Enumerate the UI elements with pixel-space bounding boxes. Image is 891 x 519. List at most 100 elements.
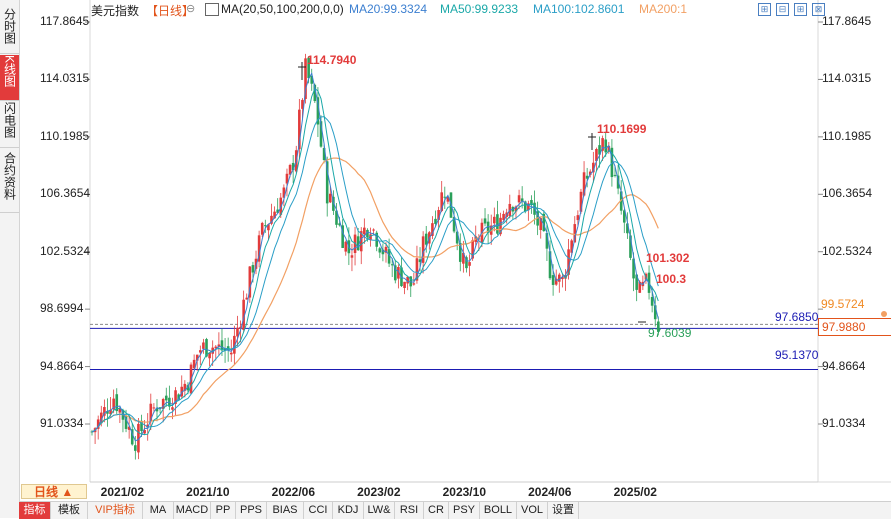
candle-body [437,210,440,220]
candle-body [650,296,654,306]
candle-body [598,145,601,155]
candle-body [99,412,103,424]
candle-body [205,339,208,357]
indicator-tab[interactable]: PPS [236,502,267,519]
candle-body [363,227,366,235]
indicator-tab[interactable]: BIAS [267,502,304,519]
y-tick-label-right: 114.0315 [822,71,872,86]
indicator-tab[interactable]: BOLL [480,502,517,519]
ma-price-tag: 99.5724 [821,297,865,311]
candle-body [431,223,434,236]
candle-body [561,276,564,280]
candle-body [112,398,115,410]
candle-body [393,265,397,281]
indicator-tab[interactable]: 模板 [51,502,88,519]
tab-kline-chart[interactable]: K线图 [0,55,19,101]
indicator-settings-icon[interactable] [205,3,219,16]
grid-plus-icon[interactable]: ⊞ [794,3,807,16]
y-tick-label-left: 98.6994 [40,301,84,316]
candle-body [298,109,301,150]
collapse-icon[interactable]: ⊖ [186,3,196,15]
candle-body [152,407,156,409]
candle-body [356,236,360,251]
ma20-value: MA20:99.3324 [349,2,428,16]
candle-body [421,236,425,263]
indicator-tab[interactable]: MACD [174,502,211,519]
y-tick-label-left: 94.8664 [40,358,84,373]
candle-body [387,249,391,264]
indicator-tab[interactable]: CCI [304,502,333,519]
period-indicator[interactable]: 【日线】 [146,4,195,18]
candle-body [579,191,583,212]
indicator-tab[interactable]: KDJ [333,502,364,519]
tab-flash-chart[interactable]: 闪电图 [0,102,19,148]
candle-body [285,173,289,184]
candle-body [626,223,629,234]
candle-body [434,218,437,224]
tab-intraday-chart[interactable]: 分时图 [0,8,19,54]
candle-body [338,223,341,226]
grid-minus-icon[interactable]: ⊟ [776,3,789,16]
y-tick-label-left: 114.0315 [40,71,90,86]
y-tick-label-left: 117.8645 [40,14,90,28]
candle-body [471,240,474,259]
indicator-tab[interactable]: RSI [395,502,424,519]
indicator-tab[interactable]: MA [143,502,174,519]
x-tick-label: 2025/02 [613,485,657,499]
candle-body [322,148,326,160]
candle-body [613,174,617,176]
candle-body [164,395,168,401]
last-price-tag: 97.9880 [818,318,891,336]
indicator-tab[interactable]: VOL [517,502,548,519]
candle-body [127,426,131,430]
candle-body [236,327,239,337]
candle-body [412,283,416,285]
candle-body [502,213,505,221]
indicator-tab[interactable]: 设置 [548,502,579,519]
left-view-tabs: 分时图 K线图 闪电图 合约资料 [0,0,20,518]
candle-body [242,299,245,330]
indicator-tab[interactable]: PSY [449,502,480,519]
grid-expand-icon[interactable]: ⊞ [758,3,771,16]
period-selector[interactable]: 日线 ▲ [21,484,87,499]
indicator-tab[interactable]: PP [211,502,236,519]
candle-body [301,99,304,109]
high-2022-label: 114.7940 [307,53,357,67]
candle-body [520,198,524,202]
candle-body [601,138,604,151]
x-tick-label: 2023/02 [357,485,401,499]
candle-body [595,149,598,162]
candle-body [418,259,422,263]
candle-body [499,217,502,235]
candle-body [629,235,632,258]
level-lower-label: 95.1370 [775,348,819,362]
candle-body [635,274,638,290]
candle-body [202,342,205,349]
candle-body [390,264,394,266]
candle-body [140,420,143,432]
candle-body [270,215,273,224]
tab-label: 分时图 [2,8,17,44]
x-tick-label: 2024/06 [528,485,572,499]
candle-body [588,171,592,175]
indicator-tab[interactable]: VIP指标 [88,502,143,519]
grid-shrink-icon[interactable]: ⊠ [812,3,825,16]
candle-body [567,249,570,275]
candle-body [124,416,128,429]
indicator-tab[interactable]: LW& [364,502,395,519]
indicator-tab[interactable]: CR [424,502,449,519]
tab-contract-info[interactable]: 合约资料 [0,152,19,213]
y-tick-label-right: 117.8645 [822,14,872,28]
candle-body [134,445,137,451]
price-pointer-icon [881,311,887,317]
candle-body [260,222,264,235]
ma200-line [91,157,659,433]
candle-body [554,278,558,285]
candle-body [523,201,527,212]
indicator-tab[interactable]: 指标 [19,502,51,519]
candle-body [558,274,561,282]
y-tick-label-right: 102.5324 [822,243,873,258]
candle-body [307,57,310,79]
y-tick-label-right: 106.3654 [822,186,873,201]
